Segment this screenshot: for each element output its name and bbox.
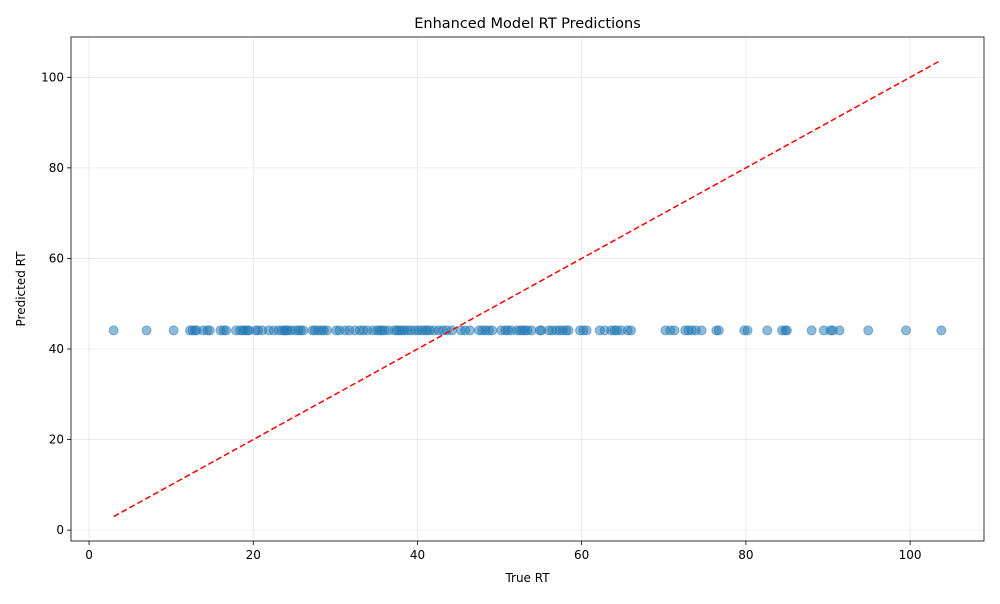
data-point	[669, 325, 680, 336]
data-point	[563, 325, 574, 336]
x-tick-label: 20	[246, 548, 261, 562]
data-point	[781, 325, 792, 336]
x-tick-label: 80	[738, 548, 753, 562]
chart-title: Enhanced Model RT Predictions	[414, 16, 641, 32]
data-point	[322, 325, 333, 336]
data-point	[625, 325, 636, 336]
data-point	[713, 325, 724, 336]
data-point	[863, 325, 874, 336]
data-point	[696, 325, 707, 336]
data-point	[936, 325, 947, 336]
y-tick-label: 0	[56, 523, 64, 537]
data-point	[204, 325, 215, 336]
y-tick-label: 60	[49, 251, 64, 265]
data-point	[221, 325, 232, 336]
data-point	[487, 325, 498, 336]
data-point	[526, 325, 537, 336]
plot-frame	[70, 36, 985, 542]
y-tick-label: 100	[41, 70, 64, 84]
x-tick-label: 60	[574, 548, 589, 562]
data-point	[901, 325, 912, 336]
data-point	[742, 325, 753, 336]
x-tick-label: 40	[410, 548, 425, 562]
y-tick-label: 40	[49, 342, 64, 356]
x-axis-label: True RT	[504, 571, 550, 585]
data-point	[108, 325, 119, 336]
data-point	[446, 325, 457, 336]
y-axis-ticks: 0 20 40 60 80 100	[41, 70, 71, 537]
data-point	[762, 325, 773, 336]
data-point	[168, 325, 179, 336]
y-tick-label: 20	[49, 433, 64, 447]
y-axis-label: Predicted RT	[14, 251, 28, 327]
grid	[71, 37, 984, 541]
x-tick-label: 100	[899, 548, 922, 562]
data-point	[141, 325, 152, 336]
x-tick-label: 0	[85, 548, 93, 562]
x-axis-ticks: 0 20 40 60 80 100	[85, 541, 922, 562]
data-point	[806, 325, 817, 336]
data-points	[108, 325, 947, 336]
reference-line-layer	[113, 59, 942, 518]
data-point	[465, 325, 476, 336]
reference-line	[113, 59, 942, 518]
y-tick-label: 80	[49, 161, 64, 175]
data-point	[581, 325, 592, 336]
data-point	[834, 325, 845, 336]
data-point	[298, 325, 309, 336]
